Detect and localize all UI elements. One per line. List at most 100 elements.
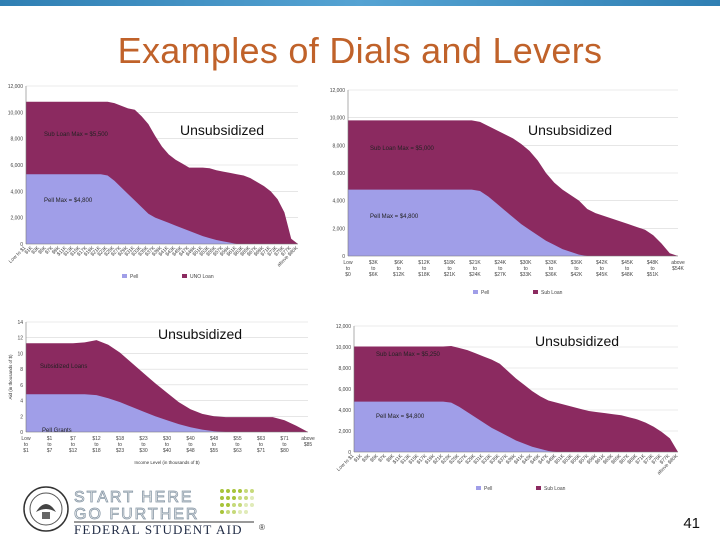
y-tick-label: 6,000 <box>338 387 351 393</box>
y-tick-label: 12,000 <box>8 84 24 90</box>
chart-panel-bottom-left: 0 2 4 6 8 10 12 14 Low to $1 $1 to $7 $7 to $12 $12 to $18 $… <box>6 292 316 474</box>
legend-label: Pell <box>481 290 489 296</box>
y-tick-label: 6 <box>20 383 23 389</box>
y-tick-label: 10,000 <box>330 116 346 122</box>
x-tick-label: $6K to $12K <box>393 260 405 278</box>
logo-federal-student-aid: FEDERAL STUDENT AID <box>74 522 243 536</box>
dot-grid-icon <box>220 489 254 514</box>
y-tick-label: 14 <box>17 320 23 326</box>
unsubsidized-annotation-bottom-right: Unsubsidized <box>535 333 620 349</box>
pell-max-label: Pell Max = $4,800 <box>44 198 93 204</box>
y-tick-label: 6,000 <box>10 163 23 169</box>
x-tick-label: $40 to $48 <box>186 436 195 454</box>
legend-label: Pell <box>484 486 492 492</box>
loan-max-label: Sub Loan Max = $5,250 <box>376 352 441 358</box>
x-tick-label: $3K <box>361 453 372 464</box>
x-tick-label: Low to $1 <box>21 436 31 454</box>
x-tick-label: $23 to $30 <box>139 436 148 454</box>
x-tick-label: $21K to $24K <box>469 260 481 278</box>
x-tick-label: $9K <box>51 245 62 256</box>
x-tick-label: $33K to $36K <box>545 260 557 278</box>
top-accent-bar <box>0 0 720 6</box>
unsubsidized-annotation-top-left: Unsubsidized <box>180 122 265 138</box>
legend-swatch <box>476 486 481 490</box>
y-tick-label: 0 <box>20 430 23 436</box>
x-tick-label: $3K to $6K <box>369 260 379 278</box>
area-chart-bottom-right: 0 2,000 4,000 6,000 8,000 10,000 12,000 Low to … <box>336 324 680 492</box>
y-tick-label: 0 <box>348 450 351 456</box>
y-tick-label: 0 <box>342 254 345 260</box>
area-chart-bottom-left: 0 2 4 6 8 10 12 14 Low to $1 $1 to $7 $7 to $12 $12 to $18 $… <box>8 320 315 465</box>
x-tick-label: Low to $1 <box>336 453 356 473</box>
loan-max-label: Subsidized Loans <box>40 364 87 370</box>
y-tick-label: 2,000 <box>338 429 351 435</box>
x-tick-label: $63 to $71 <box>257 436 266 454</box>
unsubsidized-annotation-top-right: Unsubsidized <box>528 122 613 138</box>
x-tick-label: $12K to $18K <box>418 260 430 278</box>
y-tick-label: 12,000 <box>336 324 352 330</box>
chart-panel-top-right: 0 2,000 4,000 6,000 8,000 10,000 12,000 Low to $0… <box>318 78 686 300</box>
y-tick-label: 10,000 <box>8 110 24 116</box>
legend-label: Sub Loan <box>544 486 566 492</box>
legend-label: UNO Loan <box>190 274 214 280</box>
area-chart-top-left: 0 2,000 4,000 6,000 8,000 10,000 12,000 Low to … <box>8 84 300 280</box>
y-tick-label: 4,000 <box>332 199 345 205</box>
pell-max-label: Pell Grants <box>42 428 72 434</box>
pell-area <box>26 394 308 432</box>
x-tick-label: $24K to $27K <box>494 260 506 278</box>
y-tick-label: 12 <box>17 336 23 342</box>
pell-max-label: Pell Max = $4,800 <box>370 214 419 220</box>
x-tick-label: $7 to $12 <box>69 436 78 454</box>
y-tick-label: 10,000 <box>336 345 352 351</box>
legend-label: Pell <box>130 274 138 280</box>
legend-label: Sub Loan <box>541 290 563 296</box>
page-number: 41 <box>683 515 700 532</box>
federal-student-aid-logo: START HERE GO FURTHER FEDERAL STUDENT AI… <box>22 482 272 537</box>
x-tick-label: $7K <box>44 245 55 256</box>
seal-inner-ring-icon <box>29 492 63 526</box>
x-tick-label: $1 to $7 <box>47 436 53 454</box>
slide-title: Examples of Dials and Levers <box>117 30 603 71</box>
x-axis-title: Income Level (in thousands of $) <box>134 460 200 465</box>
x-tick-label: $7K <box>377 453 388 464</box>
legend-swatch <box>473 290 478 294</box>
x-tick-label: $30K to $33K <box>520 260 532 278</box>
x-tick-label: $12 to $18 <box>92 436 101 454</box>
pell-area <box>354 401 678 452</box>
seal-shield-icon <box>42 512 50 519</box>
x-tick-label: $30 to $40 <box>163 436 172 454</box>
chart-panel-top-left: 0 2,000 4,000 6,000 8,000 10,000 12,000 Low to … <box>6 78 306 286</box>
loan-max-label: Sub Loan Max = $5,500 <box>44 132 109 138</box>
y-axis-title: Aid (in thousands of $) <box>8 354 13 400</box>
loan-max-label: Sub Loan Max = $5,000 <box>370 146 435 152</box>
y-tick-label: 10 <box>17 351 23 357</box>
logo-registered-mark: ® <box>259 523 265 532</box>
area-chart-top-right: 0 2,000 4,000 6,000 8,000 10,000 12,000 Low to $0… <box>330 88 685 296</box>
y-tick-label: 12,000 <box>330 88 346 94</box>
seal-eagle-icon <box>36 504 56 512</box>
x-tick-label: $45K to $48K <box>621 260 633 278</box>
legend-swatch <box>182 274 187 278</box>
pell-max-label: Pell Max = $4,800 <box>376 414 425 420</box>
y-tick-label: 2,000 <box>10 216 23 222</box>
x-tick-label: above $54K <box>671 260 685 272</box>
x-tick-label: $48K to $51K <box>647 260 659 278</box>
y-tick-label: 4 <box>20 399 23 405</box>
y-tick-label: 2,000 <box>332 226 345 232</box>
y-tick-label: 6,000 <box>332 171 345 177</box>
x-tick-label: $3K <box>30 245 41 256</box>
fsa-logo-graphic: START HERE GO FURTHER FEDERAL STUDENT AI… <box>23 486 265 537</box>
y-tick-label: 4,000 <box>10 189 23 195</box>
x-tick-label: $55 to $63 <box>233 436 242 454</box>
legend-swatch <box>536 486 541 490</box>
x-tick-label: $5K <box>37 245 48 256</box>
logo-go-further: GO FURTHER <box>74 506 199 523</box>
x-tick-label: above $85 <box>301 436 315 448</box>
y-tick-label: 8,000 <box>332 143 345 149</box>
x-tick-label: Low to $1 <box>8 245 28 265</box>
y-tick-label: 8,000 <box>10 137 23 143</box>
pell-area <box>26 174 298 244</box>
y-tick-label: 4,000 <box>338 408 351 414</box>
y-tick-label: 8,000 <box>338 366 351 372</box>
pell-area <box>348 189 678 256</box>
